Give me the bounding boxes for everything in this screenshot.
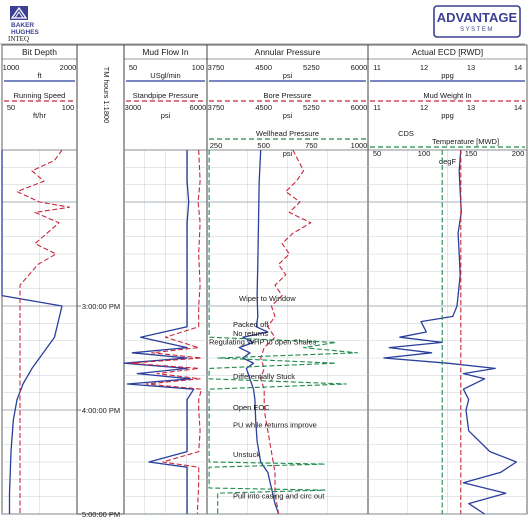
scale-tick-label: 100 [192,63,205,72]
curve-wellhead-pressure [208,150,358,514]
annotation-label: PU while returns improve [233,421,317,430]
scale-tick-label: 500 [257,141,270,150]
scale-tick-label: 5250 [303,63,320,72]
scale-tick-label: 750 [305,141,318,150]
scale-tick-label: 6000 [351,103,368,112]
product-subtitle: SYSTEM [460,27,494,33]
scale-tick-label: 250 [210,141,223,150]
scale-unit-label: psi [283,71,293,80]
scale-tick-label: 3750 [208,103,225,112]
scale-tick-label: 12 [420,63,428,72]
time-axis: TM hours 1:1800 3:00:00 PM 4:00:00 PM 5:00:… [77,67,120,517]
scale-tick-label: 3000 [125,103,142,112]
scale-name-label: Standpipe Pressure [133,91,199,100]
scale-unit-label: psi [283,111,293,120]
scale-tick-label: 200 [512,149,525,158]
scale-unit-label: ft/hr [33,111,46,120]
scale-tick-label: 100 [418,149,431,158]
track-title-annular-pressure: Annular Pressure [255,47,321,57]
scale-tick-label: 13 [467,103,475,112]
curve-bore-pressure [260,149,312,515]
scale-tick-label: 13 [467,63,475,72]
scale-tick-label: 14 [514,63,522,72]
scale-unit-label: USgl/min [150,71,180,80]
scale-name-label: Bore Pressure [264,91,312,100]
track-title-depth: Bit Depth [22,47,57,57]
scale-tick-label: 1000 [3,63,20,72]
scale-unit-label: ppg [441,111,454,120]
grid-lines [2,149,527,515]
annotation-label: Differentially Stuck [233,372,295,381]
scale-tick-label: 4500 [255,103,272,112]
scale-name-label: Wellhead Pressure [256,129,319,138]
curve-actual-ecd-rwd [383,149,518,515]
company-name-line3: INTEQ [8,35,29,43]
company-logo: BAKER HUGHES INTEQ [8,6,39,43]
scale-tick-label: 4500 [255,63,272,72]
scale-name-label: CDS [398,129,414,138]
scale-unit-label: degF [439,157,457,166]
scale-unit-label: ft [37,71,42,80]
time-track-frame [76,44,125,515]
scale-tick-label: 1000 [351,141,368,150]
scale-tick-label: 12 [420,103,428,112]
logo-mark-icon [10,6,28,20]
scale-tick-label: 2000 [60,63,77,72]
curve-standpipe-pressure [128,149,203,515]
scale-tick-label: 50 [373,149,381,158]
scale-tick-label: 6000 [190,103,207,112]
time-axis-label: TM hours 1:1800 [102,67,111,124]
time-tick-label: 5:00:00 PM [82,510,120,517]
scale-tick-label: 50 [129,63,137,72]
scale-unit-label: psi [283,149,293,158]
curve-bit-depth [1,150,63,514]
annotation-label: Wiper to Window [239,294,296,303]
time-tick-label: 3:00:00 PM [82,302,120,311]
scale-unit-label: ppg [441,71,454,80]
scale-tick-label: 3750 [208,63,225,72]
annotation-label: Regulating WHP to open Shales [209,337,317,346]
scale-tick-label: 50 [7,103,15,112]
annotation-label: Packed off [233,320,269,329]
scale-unit-label: psi [161,111,171,120]
annotation-label: No returns [233,329,268,338]
curve-running-speed [16,149,71,514]
scale-tick-label: 6000 [351,63,368,72]
scale-name-label: Mud Weight In [423,91,471,100]
scale-name-label: Temperature [MWD] [432,137,499,146]
company-name-line1: BAKER [11,22,34,29]
scale-name-label: Running Speed [14,91,66,100]
curve-mud-flow-in [123,150,195,514]
scale-tick-label: 100 [62,103,75,112]
annotation-label: Open EOC [233,403,270,412]
log-curves [1,149,518,515]
scale-tick-label: 11 [373,103,381,112]
time-tick-label: 4:00:00 PM [82,406,120,415]
product-name: ADVANTAGE [437,10,518,25]
scale-tick-label: 11 [373,63,381,72]
track-title-ecd: Actual ECD [RWD] [412,47,483,57]
track-title-mud-flow: Mud Flow In [142,47,189,57]
scale-tick-label: 5250 [303,103,320,112]
scale-tick-label: 150 [465,149,478,158]
scale-tick-label: 14 [514,103,522,112]
curve-annular-pressure [238,149,280,515]
annotation-label: Unstuck [233,450,260,459]
annotation-label: Pull into casing and circ out [233,491,325,500]
company-name-line2: HUGHES [11,29,39,36]
product-logo: ADVANTAGE SYSTEM [433,5,521,38]
